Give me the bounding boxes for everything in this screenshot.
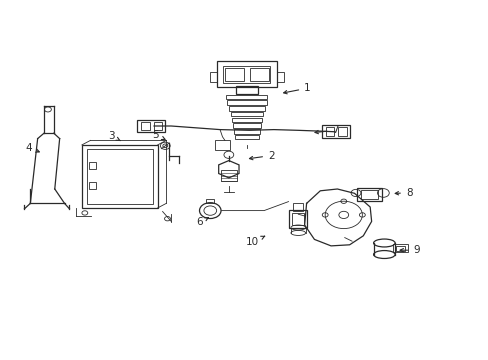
Bar	[392, 244, 407, 252]
Bar	[141, 122, 149, 130]
Bar	[87, 148, 153, 204]
Bar	[236, 86, 257, 94]
Text: 5: 5	[152, 130, 165, 140]
Bar	[89, 162, 96, 169]
Bar	[357, 188, 381, 201]
Bar	[292, 213, 304, 225]
Bar	[137, 120, 165, 132]
Bar	[226, 95, 267, 99]
Bar	[321, 125, 349, 138]
Bar	[234, 129, 259, 134]
Bar	[338, 127, 346, 136]
Text: 9: 9	[399, 245, 419, 255]
Text: 8: 8	[394, 188, 412, 198]
Text: 1: 1	[283, 83, 310, 94]
Bar	[230, 112, 263, 116]
Text: 6: 6	[195, 217, 208, 228]
Bar	[395, 246, 404, 251]
Text: 4: 4	[25, 143, 39, 153]
Bar	[289, 210, 306, 228]
Text: 10: 10	[245, 236, 264, 247]
Text: 7: 7	[314, 125, 339, 135]
Bar	[210, 72, 216, 82]
Bar	[223, 66, 270, 83]
Bar	[153, 122, 162, 130]
Text: 2: 2	[249, 150, 274, 161]
Bar	[325, 127, 334, 136]
Bar	[81, 145, 157, 208]
Bar	[360, 190, 378, 199]
Bar	[250, 68, 268, 81]
Bar	[277, 72, 283, 82]
Bar	[224, 68, 243, 81]
Bar	[233, 123, 260, 128]
Bar	[215, 140, 229, 150]
Bar	[229, 106, 264, 111]
Bar	[206, 199, 214, 203]
Text: 3: 3	[108, 131, 120, 141]
Bar	[89, 182, 96, 189]
Bar	[293, 203, 303, 211]
Bar	[221, 170, 236, 181]
Bar	[235, 135, 258, 139]
Bar	[232, 118, 261, 122]
Bar	[216, 61, 277, 87]
Bar	[227, 100, 266, 105]
